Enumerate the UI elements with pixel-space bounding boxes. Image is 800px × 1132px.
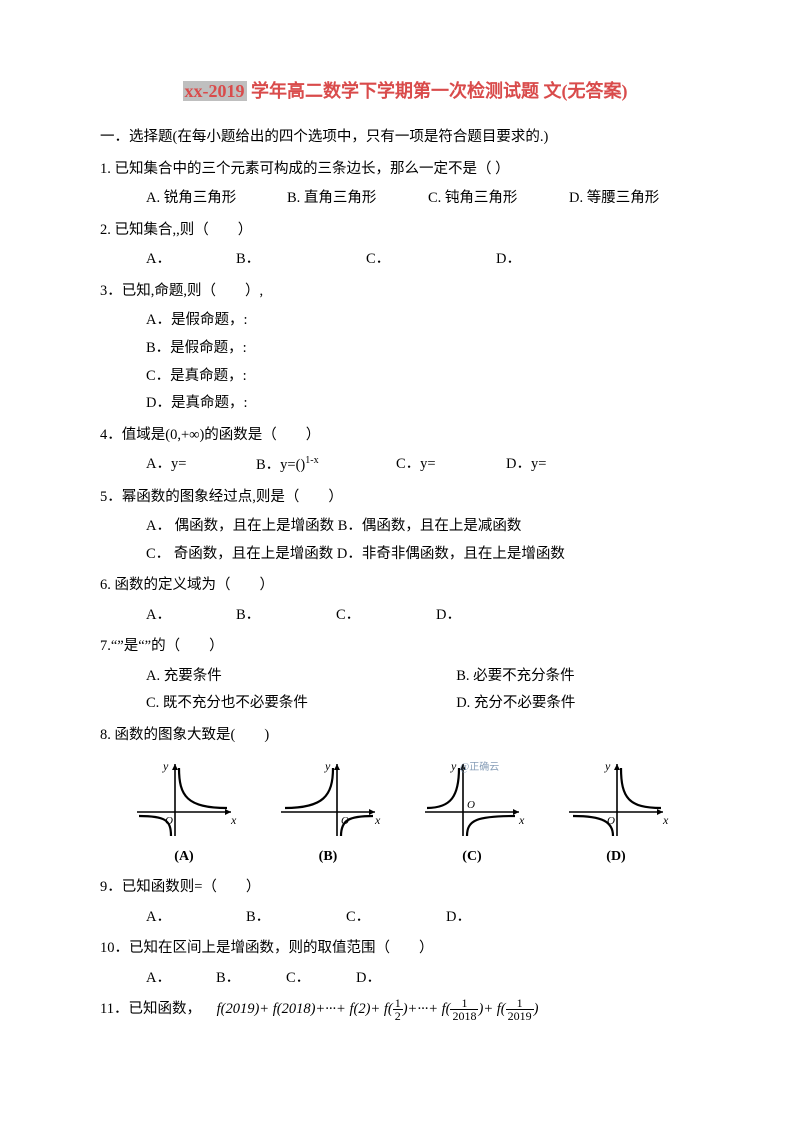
q6-opt-c: C． — [336, 602, 436, 630]
q5-text: 5．幂函数的图象经过点,则是（ ） — [100, 484, 710, 512]
q2-opt-c: C． — [366, 246, 496, 274]
q10-opt-d: D． — [356, 965, 381, 993]
q9-opt-a: A． — [146, 904, 246, 932]
question-6: 6. 函数的定义域为（ ） A． B． C． D． — [100, 572, 710, 629]
question-4: 4．值域是(0,+∞)的函数是（ ） A．y= B．y=()1-x C．y= D… — [100, 422, 710, 480]
q4-opt-d: D．y= — [506, 451, 546, 479]
q3-opt-a: A．是假命题，: — [146, 307, 710, 335]
q7-opt-d: D. 充分不必要条件 — [456, 690, 710, 718]
q4-opt-b: B．y=()1-x — [256, 451, 396, 479]
q1-options: A. 锐角三角形 B. 直角三角形 C. 钝角三角形 D. 等腰三角形 — [100, 185, 710, 213]
graph-a-svg: x y O — [129, 758, 239, 842]
q5-options: A． 偶函数，且在上是增函数 B．偶函数，且在上是减函数 C． 奇函数，且在上是… — [100, 513, 710, 568]
question-8: 8. 函数的图象大致是( ) @正确云 x y O (A) — [100, 722, 710, 870]
question-1: 1. 已知集合中的三个元素可构成的三条边长，那么一定不是（ ） A. 锐角三角形… — [100, 156, 710, 213]
svg-text:O: O — [467, 799, 475, 811]
q8-graphs: x y O (A) x y O — [120, 758, 680, 871]
graph-d: x y O (D) — [552, 758, 680, 871]
question-7: 7.“”是“”的（ ） A. 充要条件 B. 必要不充分条件 C. 既不充分也不… — [100, 633, 710, 718]
q5-opt-ab: A． 偶函数，且在上是增函数 B．偶函数，且在上是减函数 — [146, 513, 710, 541]
question-3: 3．已知,命题,则（ ）, A．是假命题，: B．是假命题，: C．是真命题，:… — [100, 278, 710, 418]
graph-a-label: (A) — [120, 844, 248, 871]
q3-opt-c: C．是真命题，: — [146, 363, 710, 391]
q4-opt-c: C．y= — [396, 451, 506, 479]
q10-opt-a: A． — [146, 965, 216, 993]
q9-opt-d: D． — [446, 904, 471, 932]
q7-options: A. 充要条件 B. 必要不充分条件 C. 既不充分也不必要条件 D. 充分不必… — [100, 663, 710, 718]
q9-options: A． B． C． D． — [100, 904, 710, 932]
q10-opt-b: B． — [216, 965, 286, 993]
q1-opt-a: A. 锐角三角形 — [146, 185, 287, 213]
q1-text: 1. 已知集合中的三个元素可构成的三条边长，那么一定不是（ ） — [100, 156, 710, 184]
svg-text:x: x — [230, 813, 237, 827]
q6-opt-d: D． — [436, 602, 461, 630]
q2-opt-d: D． — [496, 246, 521, 274]
q1-opt-b: B. 直角三角形 — [287, 185, 428, 213]
question-9: 9．已知函数则=（ ） A． B． C． D． — [100, 874, 710, 931]
q11-formula: f(2019)+ f(2018)+···+ f(2)+ f(12)+···+ f… — [205, 1001, 539, 1017]
exam-page: xx-2019 学年高二数学下学期第一次检测试题 文(无答案) 一．选择题(在每… — [0, 0, 800, 1064]
q6-options: A． B． C． D． — [100, 602, 710, 630]
q7-text: 7.“”是“”的（ ） — [100, 633, 710, 661]
q7-opt-b: B. 必要不充分条件 — [456, 663, 710, 691]
q11-text: 11．已知函数， — [100, 1001, 201, 1017]
q4-options: A．y= B．y=()1-x C．y= D．y= — [100, 451, 710, 479]
svg-text:y: y — [450, 759, 457, 773]
q3-text: 3．已知,命题,则（ ）, — [100, 278, 710, 306]
q2-opt-b: B． — [236, 246, 366, 274]
question-10: 10．已知在区间上是增函数，则的取值范围（ ） A． B． C． D． — [100, 935, 710, 992]
watermark: @正确云 — [460, 758, 499, 777]
q3-opt-b: B．是假命题，: — [146, 335, 710, 363]
q9-text: 9．已知函数则=（ ） — [100, 874, 710, 902]
graph-b-label: (B) — [264, 844, 392, 871]
svg-text:y: y — [162, 759, 169, 773]
q7-opt-c: C. 既不充分也不必要条件 — [146, 690, 456, 718]
section-1-heading: 一．选择题(在每小题给出的四个选项中，只有一项是符合题目要求的.) — [100, 124, 710, 152]
svg-text:x: x — [662, 813, 669, 827]
q6-text: 6. 函数的定义域为（ ） — [100, 572, 710, 600]
q10-options: A． B． C． D． — [100, 965, 710, 993]
q3-opt-d: D．是真命题，: — [146, 390, 710, 418]
q2-text: 2. 已知集合,,则（ ） — [100, 217, 710, 245]
q4-opt-a: A．y= — [146, 451, 256, 479]
graph-c-label: (C) — [408, 844, 536, 871]
question-11: 11．已知函数， f(2019)+ f(2018)+···+ f(2)+ f(1… — [100, 996, 710, 1024]
q6-opt-b: B． — [236, 602, 336, 630]
q7-opt-a: A. 充要条件 — [146, 663, 456, 691]
question-2: 2. 已知集合,,则（ ） A． B． C． D． — [100, 217, 710, 274]
q8-text: 8. 函数的图象大致是( ) — [100, 722, 710, 750]
q2-opt-a: A． — [146, 246, 236, 274]
q4-text: 4．值域是(0,+∞)的函数是（ ） — [100, 422, 710, 450]
graph-b-svg: x y O — [273, 758, 383, 842]
page-title: xx-2019 学年高二数学下学期第一次检测试题 文(无答案) — [100, 74, 710, 108]
q6-opt-a: A． — [146, 602, 236, 630]
q10-opt-c: C． — [286, 965, 356, 993]
svg-text:x: x — [374, 813, 381, 827]
graph-a: x y O (A) — [120, 758, 248, 871]
q1-opt-d: D. 等腰三角形 — [569, 185, 710, 213]
q3-options: A．是假命题，: B．是假命题，: C．是真命题，: D．是真命题，: — [100, 307, 710, 417]
svg-text:y: y — [604, 759, 611, 773]
svg-text:x: x — [518, 813, 525, 827]
graph-b: x y O (B) — [264, 758, 392, 871]
graph-d-svg: x y O — [561, 758, 671, 842]
q2-options: A． B． C． D． — [100, 246, 710, 274]
svg-text:y: y — [324, 759, 331, 773]
q10-text: 10．已知在区间上是增函数，则的取值范围（ ） — [100, 935, 710, 963]
title-rest: 学年高二数学下学期第一次检测试题 文(无答案) — [247, 81, 628, 101]
title-highlight: xx-2019 — [183, 81, 247, 101]
q9-opt-c: C． — [346, 904, 446, 932]
q9-opt-b: B． — [246, 904, 346, 932]
graph-d-label: (D) — [552, 844, 680, 871]
q1-opt-c: C. 钝角三角形 — [428, 185, 569, 213]
q5-opt-cd: C． 奇函数，且在上是增函数 D．非奇非偶函数，且在上是增函数 — [146, 541, 710, 569]
question-5: 5．幂函数的图象经过点,则是（ ） A． 偶函数，且在上是增函数 B．偶函数，且… — [100, 484, 710, 569]
